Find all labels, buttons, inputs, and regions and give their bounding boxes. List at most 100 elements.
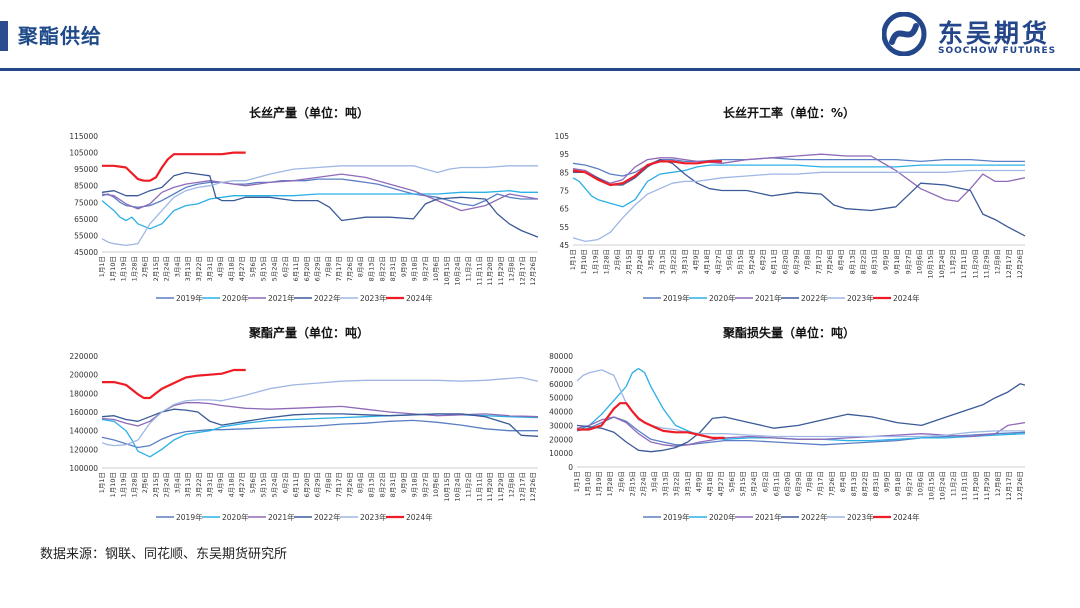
x-tick-label: 7月26日 [346, 256, 354, 281]
x-tick-label: 3月31日 [681, 249, 689, 274]
y-tick-label: 140000 [69, 427, 98, 436]
legend-label: 2022年 [314, 512, 341, 522]
x-tick-label: 8月13日 [848, 249, 856, 274]
x-tick-label: 12月26日 [1016, 471, 1024, 501]
y-tick-label: 40000 [549, 408, 573, 417]
x-tick-label: 7月8日 [804, 249, 812, 270]
x-tick-label: 1月10日 [580, 249, 588, 274]
x-tick-label: 9月18日 [411, 472, 419, 497]
x-tick-label: 8月22日 [378, 472, 386, 497]
x-tick-label: 12月26日 [529, 256, 537, 286]
title-accent-bar [0, 21, 8, 51]
series-line-2024年 [102, 368, 246, 400]
x-tick-label: 9月9日 [882, 249, 890, 270]
x-tick-label: 4月18日 [706, 471, 714, 496]
series-line-2024年 [102, 151, 246, 182]
x-tick-label: 9月9日 [883, 471, 891, 492]
x-tick-label: 5月15日 [739, 471, 747, 496]
x-tick-label: 3月4日 [173, 256, 181, 277]
legend-label: 2023年 [847, 293, 874, 303]
x-tick-label: 4月9日 [695, 471, 703, 492]
x-tick-label: 6月2日 [281, 256, 289, 277]
x-tick-label: 10月6日 [916, 471, 924, 496]
x-tick-label: 10月6日 [432, 256, 440, 281]
x-tick-label: 9月27日 [421, 472, 429, 497]
legend-label: 2024年 [406, 512, 433, 522]
x-tick-label: 12月17日 [1005, 249, 1013, 279]
x-tick-label: 6月29日 [314, 256, 322, 281]
legend-label: 2020年 [709, 293, 736, 303]
x-tick-label: 5月24日 [750, 471, 758, 496]
x-tick-label: 8月31日 [871, 249, 879, 274]
x-tick-label: 7月8日 [324, 256, 332, 277]
x-tick-label: 6月20日 [783, 471, 791, 496]
x-tick-label: 6月20日 [303, 472, 311, 497]
x-tick-label: 8月22日 [860, 249, 868, 274]
legend-label: 2019年 [663, 293, 690, 303]
x-tick-label: 3月13日 [658, 249, 666, 274]
legend-label: 2022年 [314, 293, 341, 303]
x-tick-label: 10月24日 [454, 472, 462, 502]
legend-label: 2021年 [755, 293, 782, 303]
x-tick-label: 9月18日 [411, 256, 419, 281]
x-tick-label: 2月15日 [152, 472, 160, 497]
x-tick-label: 8月4日 [839, 471, 847, 492]
x-tick-label: 10月15日 [927, 249, 935, 279]
x-tick-label: 12月17日 [518, 256, 526, 286]
legend-label: 2021年 [268, 293, 295, 303]
x-tick-label: 12月26日 [1016, 249, 1024, 279]
x-tick-label: 11月20日 [486, 256, 494, 286]
legend-label: 2023年 [847, 512, 874, 522]
x-tick-label: 4月18日 [227, 256, 235, 281]
y-tick-label: 220000 [69, 352, 98, 361]
x-tick-label: 8月4日 [357, 472, 365, 493]
x-tick-label: 9月9日 [400, 472, 408, 493]
x-tick-label: 1月10日 [109, 256, 117, 281]
x-tick-label: 5月15日 [737, 249, 745, 274]
x-tick-label: 10月24日 [939, 471, 947, 501]
x-tick-label: 1月19日 [120, 472, 128, 497]
series-line-2024年 [577, 402, 725, 440]
y-tick-label: 65 [559, 205, 569, 214]
x-tick-label: 3月4日 [651, 471, 659, 492]
series-line-2019年 [572, 157, 1025, 177]
x-tick-label: 1月28日 [130, 472, 138, 497]
x-tick-label: 4月27日 [238, 472, 246, 497]
x-tick-label: 3月13日 [184, 472, 192, 497]
x-tick-label: 11月2日 [950, 471, 958, 496]
x-tick-label: 6月20日 [781, 249, 789, 274]
x-tick-label: 11月20日 [971, 249, 979, 279]
x-tick-label: 6月29日 [793, 249, 801, 274]
x-tick-label: 12月8日 [508, 472, 516, 497]
x-tick-label: 4月9日 [217, 256, 225, 277]
series-line-2022年 [101, 408, 539, 437]
x-tick-label: 3月4日 [173, 472, 181, 493]
x-tick-label: 2月6日 [141, 256, 149, 277]
x-tick-label: 8月13日 [368, 472, 376, 497]
x-tick-label: 1月19日 [595, 471, 603, 496]
x-tick-label: 4月9日 [692, 249, 700, 270]
y-tick-label: 20000 [549, 435, 573, 444]
legend-label: 2023年 [360, 512, 387, 522]
x-tick-label: 11月11日 [960, 249, 968, 279]
x-tick-label: 7月26日 [828, 471, 836, 496]
x-tick-label: 10月6日 [915, 249, 923, 274]
y-tick-label: 50000 [549, 394, 573, 403]
x-tick-label: 2月24日 [636, 249, 644, 274]
y-tick-label: 60000 [549, 380, 573, 389]
series-line-2020年 [572, 164, 1025, 208]
x-tick-label: 12月17日 [518, 472, 526, 502]
x-tick-label: 8月22日 [861, 471, 869, 496]
x-tick-label: 12月8日 [994, 471, 1002, 496]
x-tick-label: 1月28日 [130, 256, 138, 281]
x-tick-label: 3月31日 [206, 256, 214, 281]
x-tick-label: 7月26日 [346, 472, 354, 497]
y-tick-label: 160000 [69, 408, 98, 417]
x-tick-label: 11月2日 [465, 472, 473, 497]
x-tick-label: 9月27日 [905, 471, 913, 496]
page-title: 聚酯供给 [18, 24, 102, 48]
x-tick-label: 11月11日 [475, 472, 483, 502]
x-tick-label: 3月22日 [673, 471, 681, 496]
x-tick-label: 3月13日 [184, 256, 192, 281]
